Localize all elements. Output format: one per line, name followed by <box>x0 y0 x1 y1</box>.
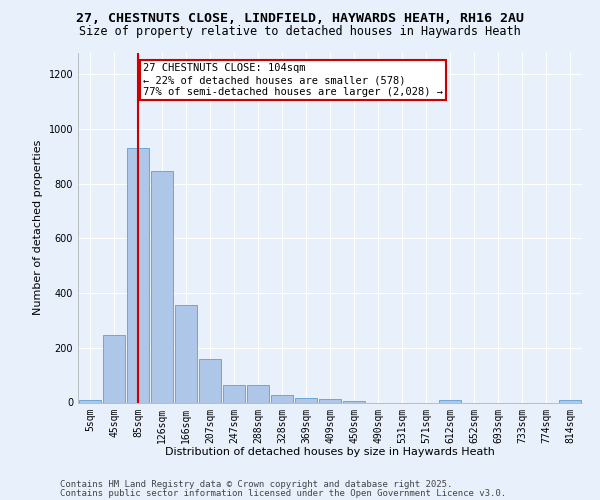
Bar <box>247 384 269 402</box>
Bar <box>151 170 173 402</box>
Bar <box>559 400 581 402</box>
Y-axis label: Number of detached properties: Number of detached properties <box>33 140 43 315</box>
Text: Contains HM Land Registry data © Crown copyright and database right 2025.: Contains HM Land Registry data © Crown c… <box>60 480 452 489</box>
Bar <box>295 398 317 402</box>
Bar <box>103 334 125 402</box>
Bar <box>319 399 341 402</box>
Text: 27, CHESTNUTS CLOSE, LINDFIELD, HAYWARDS HEATH, RH16 2AU: 27, CHESTNUTS CLOSE, LINDFIELD, HAYWARDS… <box>76 12 524 26</box>
Bar <box>79 400 101 402</box>
Bar <box>199 360 221 403</box>
Bar <box>127 148 149 403</box>
Bar <box>175 304 197 402</box>
Text: 27 CHESTNUTS CLOSE: 104sqm
← 22% of detached houses are smaller (578)
77% of sem: 27 CHESTNUTS CLOSE: 104sqm ← 22% of deta… <box>143 64 443 96</box>
Bar <box>271 395 293 402</box>
Text: Contains public sector information licensed under the Open Government Licence v3: Contains public sector information licen… <box>60 488 506 498</box>
Bar <box>439 400 461 402</box>
Bar <box>343 401 365 402</box>
Bar <box>223 384 245 402</box>
Text: Size of property relative to detached houses in Haywards Heath: Size of property relative to detached ho… <box>79 25 521 38</box>
X-axis label: Distribution of detached houses by size in Haywards Heath: Distribution of detached houses by size … <box>165 447 495 457</box>
